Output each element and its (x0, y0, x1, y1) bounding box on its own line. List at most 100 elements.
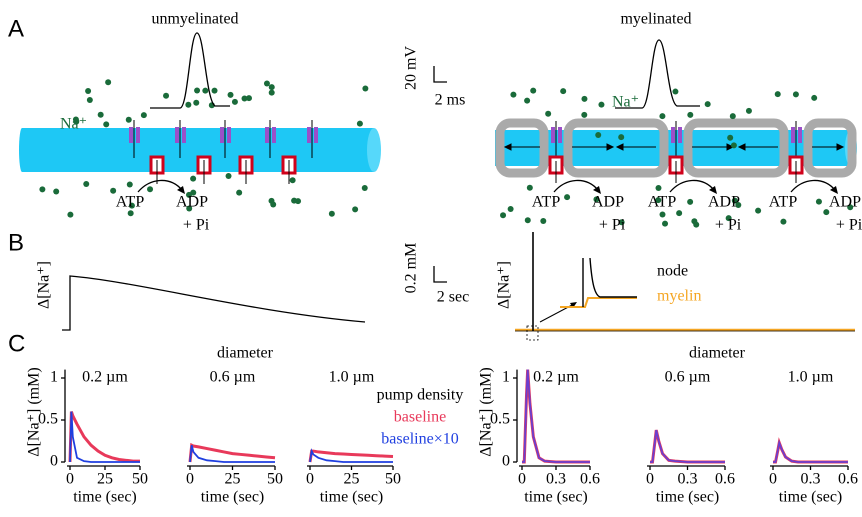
action-potential (615, 39, 700, 109)
scale-label: 2 ms (435, 92, 466, 109)
legend-myelin: myelin (657, 288, 701, 305)
charts: 0 25 50 0 0.5 1 Δ[Na⁺] (mM) 0.2 µm time (sec) bas… (26, 367, 858, 505)
na-channel (227, 127, 231, 143)
ion (194, 87, 201, 94)
current-arrows (503, 143, 845, 151)
ion (73, 118, 80, 125)
reaction-arrow (830, 186, 838, 194)
sodium-ions (39, 79, 854, 228)
chart-title: 1.0 µm (329, 369, 375, 386)
ion (526, 184, 533, 191)
y-tick-label: 0 (50, 453, 58, 470)
y-label: Δ[Na⁺] (36, 261, 53, 309)
pi: + Pi (599, 217, 626, 234)
x-tick-label: 0 (518, 471, 526, 488)
ion (236, 189, 243, 196)
ion (356, 120, 363, 127)
x-tick-label: 0 (66, 471, 74, 488)
na-channel (551, 127, 555, 143)
chart-title: 0.6 µm (665, 369, 711, 386)
ion (510, 91, 517, 98)
chart-title: 1.0 µm (788, 369, 834, 386)
ion (593, 196, 600, 203)
na-channel (129, 127, 133, 143)
na-channel (558, 127, 562, 143)
ion (823, 209, 830, 216)
action-potential (150, 32, 230, 109)
ion (618, 134, 625, 141)
ion (774, 91, 781, 98)
ion (655, 185, 662, 192)
x-tick-label: 0.6 (580, 471, 600, 488)
ion (39, 186, 46, 193)
ion (85, 87, 92, 94)
ion (185, 101, 192, 108)
na-channel (791, 127, 795, 143)
reaction-arrow (669, 179, 715, 193)
na-channel (671, 127, 675, 143)
ion (97, 111, 104, 118)
x-tick-label: 25 (344, 471, 360, 488)
ion (125, 116, 132, 123)
na-channel (136, 127, 140, 143)
x-tick-label: 0.3 (546, 471, 566, 488)
panel-label: B (8, 229, 24, 256)
ion (202, 87, 209, 94)
x-label: time (sec) (656, 489, 720, 506)
x-tick-label: 25 (97, 471, 113, 488)
chart-title: 0.2 µm (82, 369, 128, 386)
myelin-trace (560, 297, 637, 308)
title: unmyelinated (151, 11, 238, 28)
series-line (650, 429, 725, 464)
y-label: Δ[Na⁺] (mM) (478, 367, 495, 456)
na-channel (220, 127, 224, 143)
atp: ATP (532, 194, 561, 211)
ion (524, 217, 531, 224)
ion (687, 111, 694, 118)
ion (564, 194, 571, 201)
ion (662, 220, 669, 227)
series-line (308, 449, 394, 463)
na-channel (307, 127, 311, 143)
ion (53, 188, 60, 195)
x-label: time (sec) (779, 489, 843, 506)
x-label: time (sec) (73, 489, 137, 506)
ion (268, 84, 275, 91)
ion (231, 98, 238, 105)
chart-title: 0.6 µm (210, 369, 256, 386)
legend-entry: baseline (394, 409, 446, 426)
y-tick-label: 0 (502, 453, 510, 470)
ion (328, 210, 335, 217)
pi: + Pi (836, 217, 862, 234)
scale-label: 20 mV (403, 46, 420, 90)
ion (524, 97, 531, 104)
myelin (495, 118, 857, 178)
atp: ATP (116, 194, 145, 211)
x-tick-label: 0.6 (715, 471, 735, 488)
ion (659, 211, 666, 218)
reaction-arrow (593, 186, 601, 194)
ion (103, 121, 110, 128)
x-tick-label: 25 (225, 471, 241, 488)
reaction-arrow (177, 186, 185, 194)
ion (128, 202, 135, 209)
ion (105, 79, 112, 86)
na-label: Na⁺ (612, 94, 639, 111)
ion (190, 175, 197, 182)
adp: ADP (592, 194, 624, 211)
chart-title: 0.2 µm (533, 369, 579, 386)
ion (147, 186, 154, 193)
ion (245, 95, 252, 102)
na-label: Na⁺ (60, 116, 87, 133)
reaction-arrow (553, 179, 599, 193)
channels (129, 120, 804, 184)
x-tick-label: 50 (132, 471, 148, 488)
ion (731, 197, 738, 204)
panel-label: A (8, 15, 24, 42)
diameter-header: diameter (217, 345, 274, 362)
y-tick-label: 0.5 (490, 411, 510, 428)
ion (361, 184, 368, 191)
ion (581, 95, 588, 102)
scale-label: 2 sec (437, 289, 469, 306)
